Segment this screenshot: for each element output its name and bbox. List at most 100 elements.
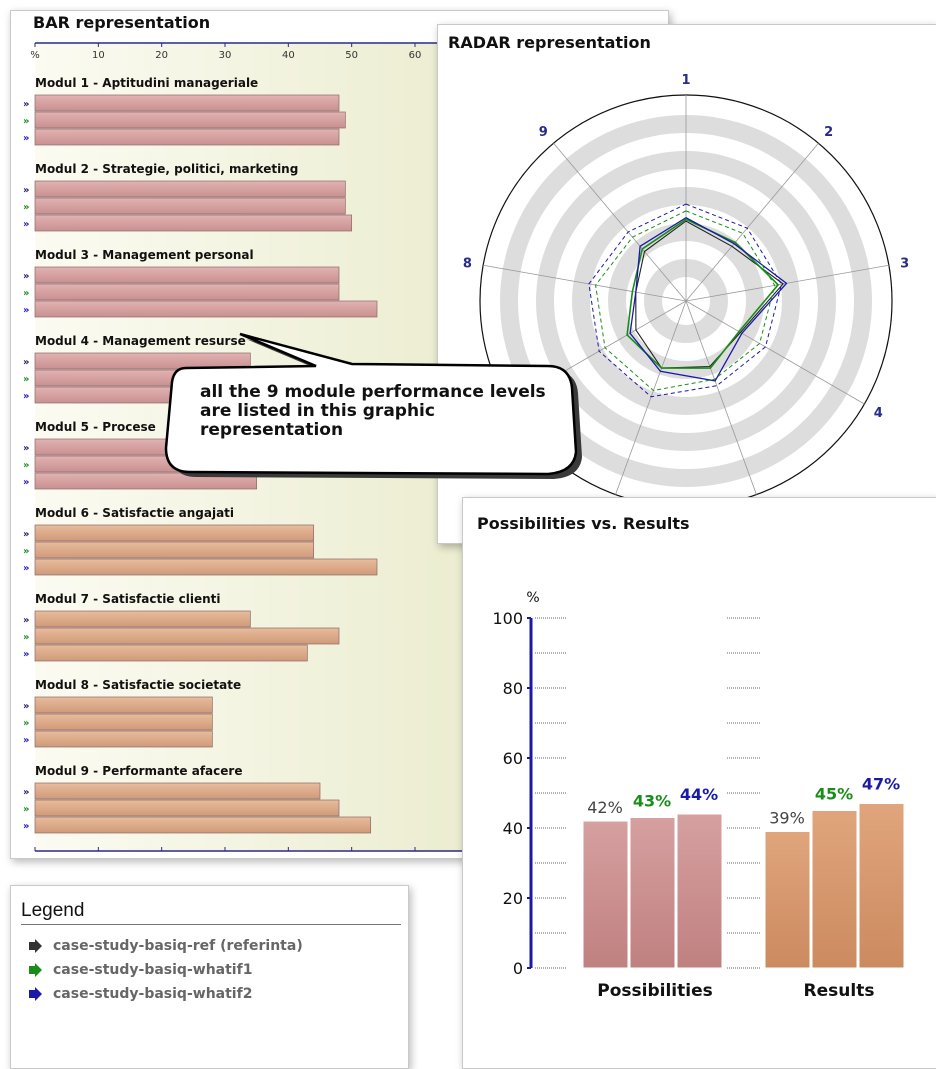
module-label: Modul 1 - Aptitudini manageriale xyxy=(35,76,258,90)
legend-item-ref: case-study-basiq-ref (referinta) xyxy=(27,936,303,956)
radar-spoke xyxy=(685,300,865,405)
module-label: Modul 8 - Satisfactie societate xyxy=(35,678,241,692)
x-tick-label: 50 xyxy=(345,50,358,61)
radar-axis-label: 1 xyxy=(681,73,690,88)
module-label: Modul 7 - Satisfactie clienti xyxy=(35,592,221,606)
radar-possibility-line xyxy=(588,203,782,398)
bar-marker: » xyxy=(23,529,29,540)
x-tick-label: 20 xyxy=(155,50,168,61)
module-bar xyxy=(34,627,340,645)
bar-marker: » xyxy=(23,735,29,746)
legend-item-whatif2: case-study-basiq-whatif2 xyxy=(27,984,252,1004)
bar-marker: » xyxy=(23,288,29,299)
module-bar xyxy=(34,266,340,284)
module-label: Modul 3 - Management personal xyxy=(35,248,254,262)
bar-marker: » xyxy=(23,133,29,144)
bar-marker: » xyxy=(23,219,29,230)
module-bar xyxy=(34,455,258,473)
module-bar xyxy=(34,782,321,800)
module-bar xyxy=(34,300,378,318)
x-tick-label: 40 xyxy=(282,50,295,61)
legend-label: case-study-basiq-whatif1 xyxy=(53,962,253,978)
bar-marker: » xyxy=(23,271,29,282)
legend-label: case-study-basiq-whatif2 xyxy=(53,986,253,1002)
module-label: Modul 5 - Procese xyxy=(35,420,156,434)
arrow-right-icon xyxy=(29,987,42,1001)
module-bar xyxy=(34,111,346,129)
legend-item-whatif1: case-study-basiq-whatif1 xyxy=(27,960,252,980)
bar-marker: » xyxy=(23,718,29,729)
legend-divider xyxy=(21,924,401,925)
bar-marker: » xyxy=(23,632,29,643)
radar-panel-title: RADAR representation xyxy=(448,33,651,52)
bar-marker: » xyxy=(23,374,29,385)
bar-marker: » xyxy=(23,202,29,213)
module-bar xyxy=(34,558,378,576)
results-value-label: 42% xyxy=(587,798,623,817)
results-category-label: Possibilities xyxy=(597,981,712,1001)
results-value-label: 44% xyxy=(680,785,718,804)
x-tick-label: 10 xyxy=(92,50,105,61)
legend-panel: Legend case-study-basiq-ref (referinta) … xyxy=(10,885,409,1069)
bar-marker: » xyxy=(23,305,29,316)
radar-spoke xyxy=(685,300,757,495)
results-y-tick-label: 20 xyxy=(503,889,523,908)
callout-text: all the 9 module performance levels are … xyxy=(200,382,546,440)
module-bar xyxy=(34,438,258,456)
module-bar xyxy=(34,94,340,112)
module-bar xyxy=(34,180,346,198)
radar-spoke xyxy=(483,264,687,302)
radar-spoke xyxy=(685,142,819,302)
bar-marker: » xyxy=(23,563,29,574)
arrow-right-icon xyxy=(29,939,42,953)
module-label: Modul 9 - Performante afacere xyxy=(35,764,242,778)
results-y-unit: % xyxy=(526,590,539,606)
results-y-tick-label: 40 xyxy=(503,819,523,838)
module-bar xyxy=(34,128,340,146)
results-bar xyxy=(629,817,676,969)
module-bar xyxy=(34,197,346,215)
bar-marker: » xyxy=(23,99,29,110)
module-bar xyxy=(34,352,251,370)
bar-marker: » xyxy=(23,701,29,712)
radar-spoke xyxy=(685,264,889,302)
results-value-label: 39% xyxy=(769,809,805,828)
radar-spoke xyxy=(553,142,687,302)
results-y-tick-label: 60 xyxy=(503,749,523,768)
results-bar xyxy=(764,831,811,969)
results-y-tick-label: 0 xyxy=(513,959,523,978)
results-bar xyxy=(858,803,905,969)
bar-marker: » xyxy=(23,185,29,196)
results-value-label: 47% xyxy=(862,775,900,794)
module-bar xyxy=(34,816,372,834)
bar-marker: » xyxy=(23,615,29,626)
radar-panel: RADAR representation 123456789 xyxy=(437,24,936,544)
bar-marker: » xyxy=(23,649,29,660)
bar-marker: » xyxy=(23,116,29,127)
results-value-label: 43% xyxy=(633,792,671,811)
radar-series-line xyxy=(629,216,788,382)
module-bar xyxy=(34,472,258,490)
bar-marker: » xyxy=(23,443,29,454)
bar-marker: » xyxy=(23,391,29,402)
radar-axis-label: 2 xyxy=(824,125,833,140)
bar-marker: » xyxy=(23,460,29,471)
bar-marker: » xyxy=(23,804,29,815)
results-value-label: 45% xyxy=(815,785,853,804)
bar-marker: » xyxy=(23,787,29,798)
bar-marker: » xyxy=(23,546,29,557)
legend-title: Legend xyxy=(21,900,85,921)
radar-axis-label: 3 xyxy=(900,256,909,271)
module-bar xyxy=(34,283,340,301)
bar-marker: » xyxy=(23,821,29,832)
module-bar xyxy=(34,644,308,662)
radar-chart: 123456789 xyxy=(463,73,909,519)
radar-series-line xyxy=(595,210,776,392)
results-panel-title: Possibilities vs. Results xyxy=(477,514,690,533)
module-bar xyxy=(34,799,340,817)
results-bar xyxy=(582,820,629,969)
x-tick-label: 30 xyxy=(219,50,232,61)
bar-panel-title: BAR representation xyxy=(33,13,211,32)
results-bar xyxy=(676,813,723,969)
arrow-right-icon xyxy=(29,963,42,977)
